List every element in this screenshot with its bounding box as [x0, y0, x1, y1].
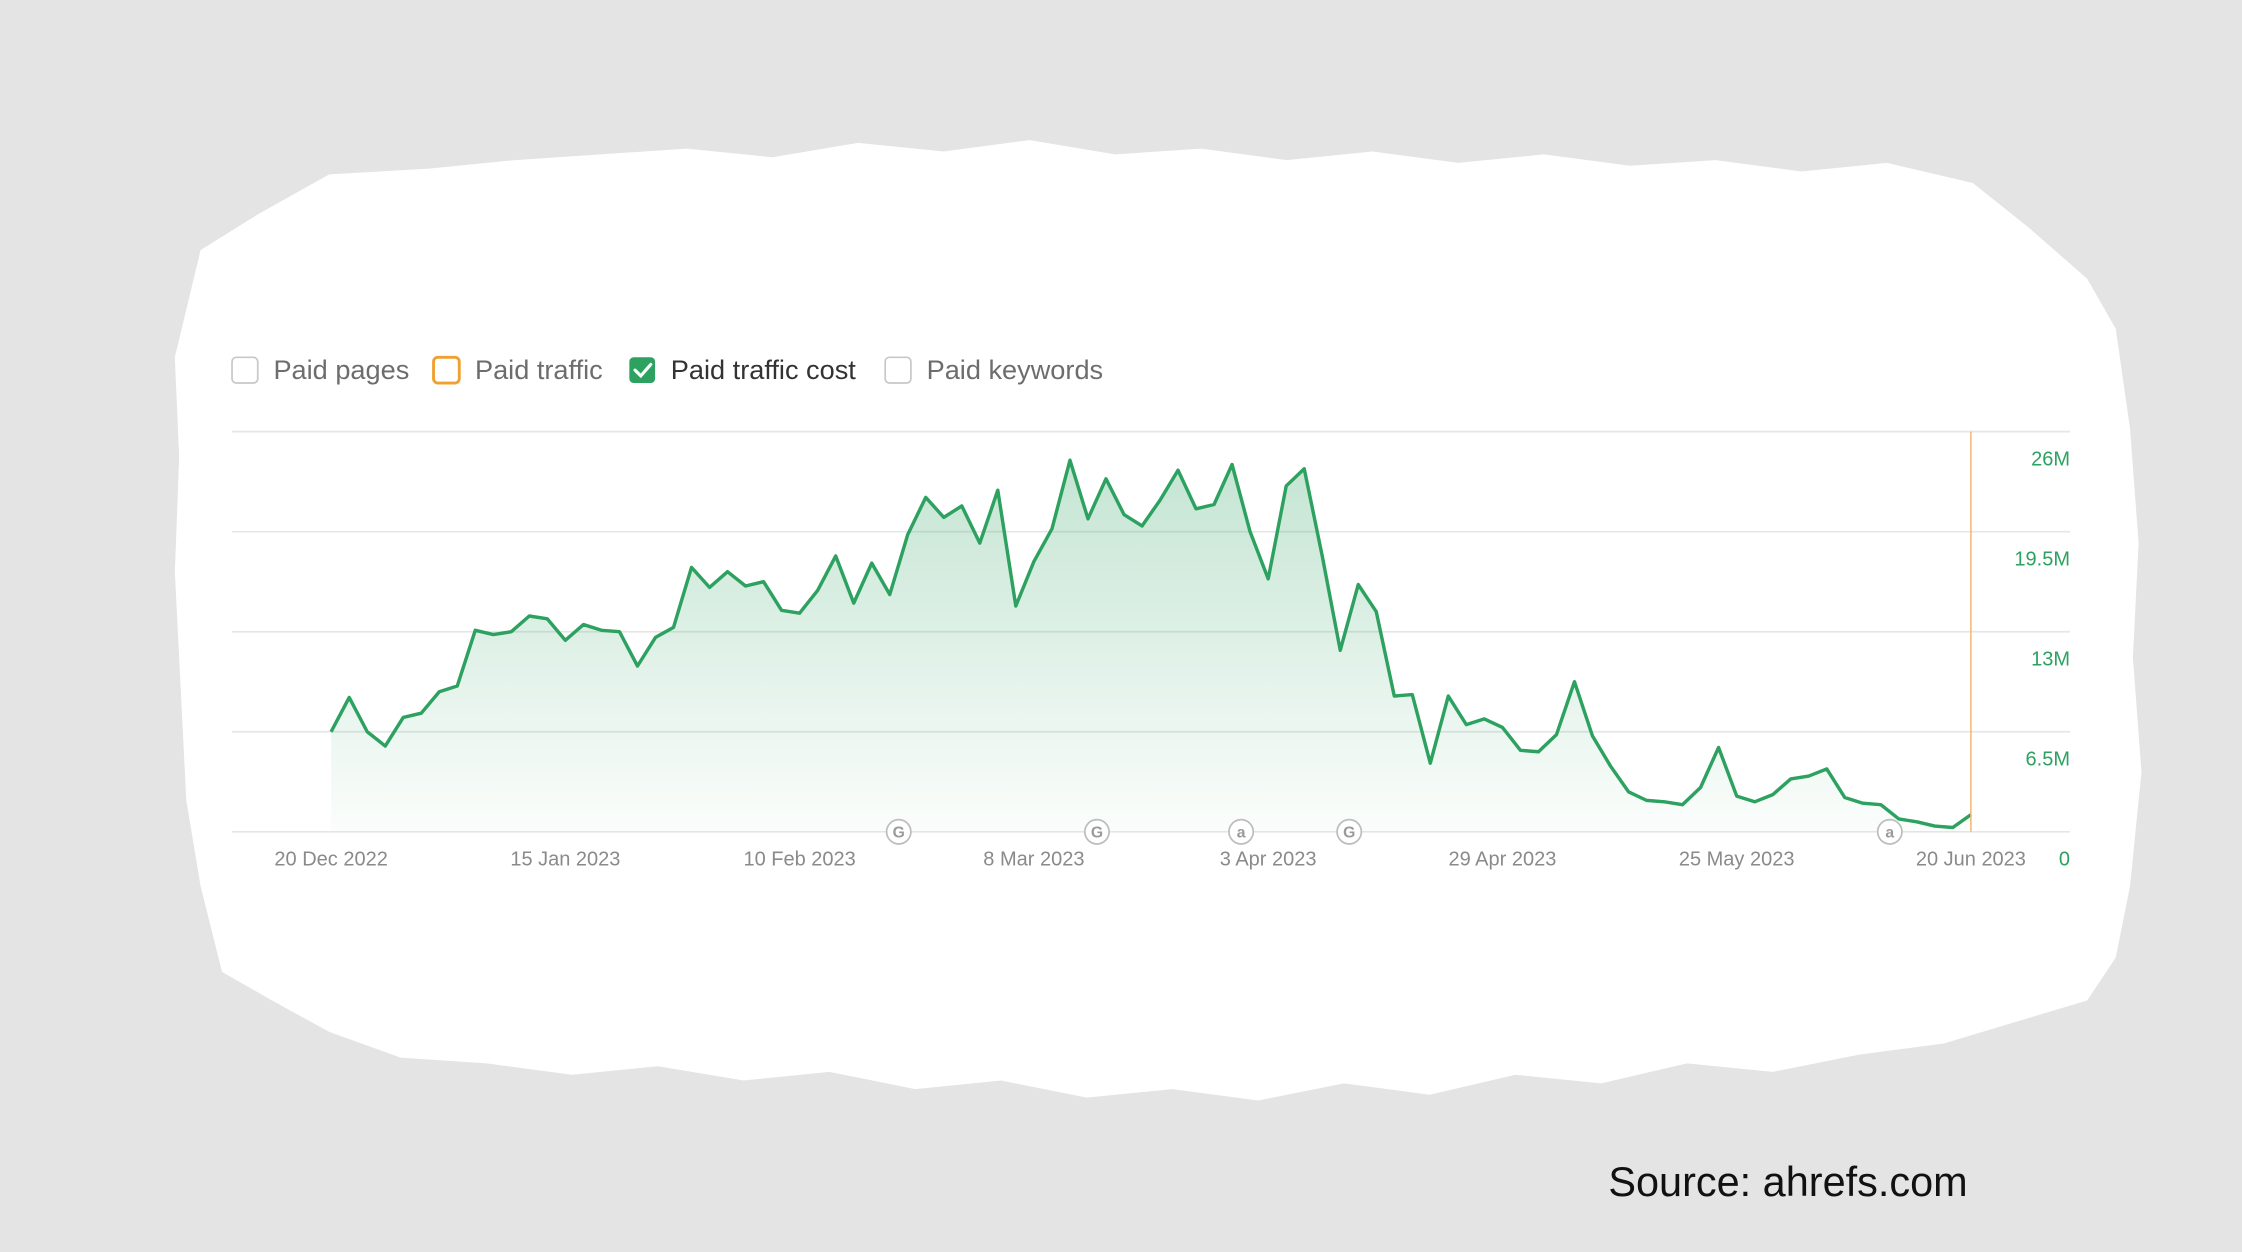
y-tick-label: 19.5M — [2014, 549, 2070, 571]
y-tick-label: 6.5M — [2026, 749, 2070, 771]
checkmark — [633, 362, 653, 379]
checkbox[interactable] — [432, 355, 461, 385]
line — [329, 458, 1972, 830]
checkbox-label[interactable]: Paid traffic — [475, 354, 603, 385]
checkbox-label[interactable]: Paid pages — [273, 354, 409, 385]
controls: Paid pages Paid traffic Paid traffic cost P… — [231, 354, 1103, 385]
annotation-marker[interactable] — [1336, 818, 1363, 845]
annotation-label[interactable]: G — [893, 824, 905, 841]
x-tick-label: 29 Apr 2023 — [1448, 849, 1556, 871]
annotation-marker[interactable] — [1876, 818, 1903, 845]
annotation-label[interactable]: G — [1343, 824, 1355, 841]
x-tick-label: 15 Jan 2023 — [510, 849, 620, 871]
area — [331, 460, 1971, 832]
annotation-label[interactable]: a — [1885, 824, 1894, 841]
y-tick-label: 0 — [2059, 849, 2070, 871]
checkbox[interactable] — [231, 356, 259, 384]
x-tick-label: 20 Dec 2022 — [274, 849, 387, 871]
x-tick-label: 3 Apr 2023 — [1220, 849, 1317, 871]
y-tick-label: 26M — [2031, 448, 2070, 470]
x-tick-label: 8 Mar 2023 — [983, 849, 1084, 871]
source: Source: ahrefs.com — [1608, 1158, 1967, 1205]
annotation-marker[interactable] — [1228, 818, 1255, 845]
chart: 0 6.5M 13M 19.5M 26M 20 Dec 2022 15 Jan 2023 10… — [232, 430, 2070, 871]
checkbox-label[interactable]: Paid keywords — [927, 354, 1103, 385]
x-tick-label: 10 Feb 2023 — [743, 849, 855, 871]
x-tick-label: 20 Jun 2023 — [1916, 849, 2026, 871]
checkbox-label[interactable]: Paid traffic cost — [671, 354, 857, 385]
checkbox[interactable] — [884, 356, 912, 384]
y-tick-label: 13M — [2031, 649, 2070, 671]
checkbox[interactable] — [629, 357, 656, 384]
annotation-label[interactable]: a — [1237, 824, 1246, 841]
annotation-marker[interactable] — [1083, 818, 1110, 845]
annotation-marker[interactable] — [885, 818, 912, 845]
annotation-label[interactable]: G — [1091, 824, 1103, 841]
x-tick-label: 25 May 2023 — [1679, 849, 1795, 871]
